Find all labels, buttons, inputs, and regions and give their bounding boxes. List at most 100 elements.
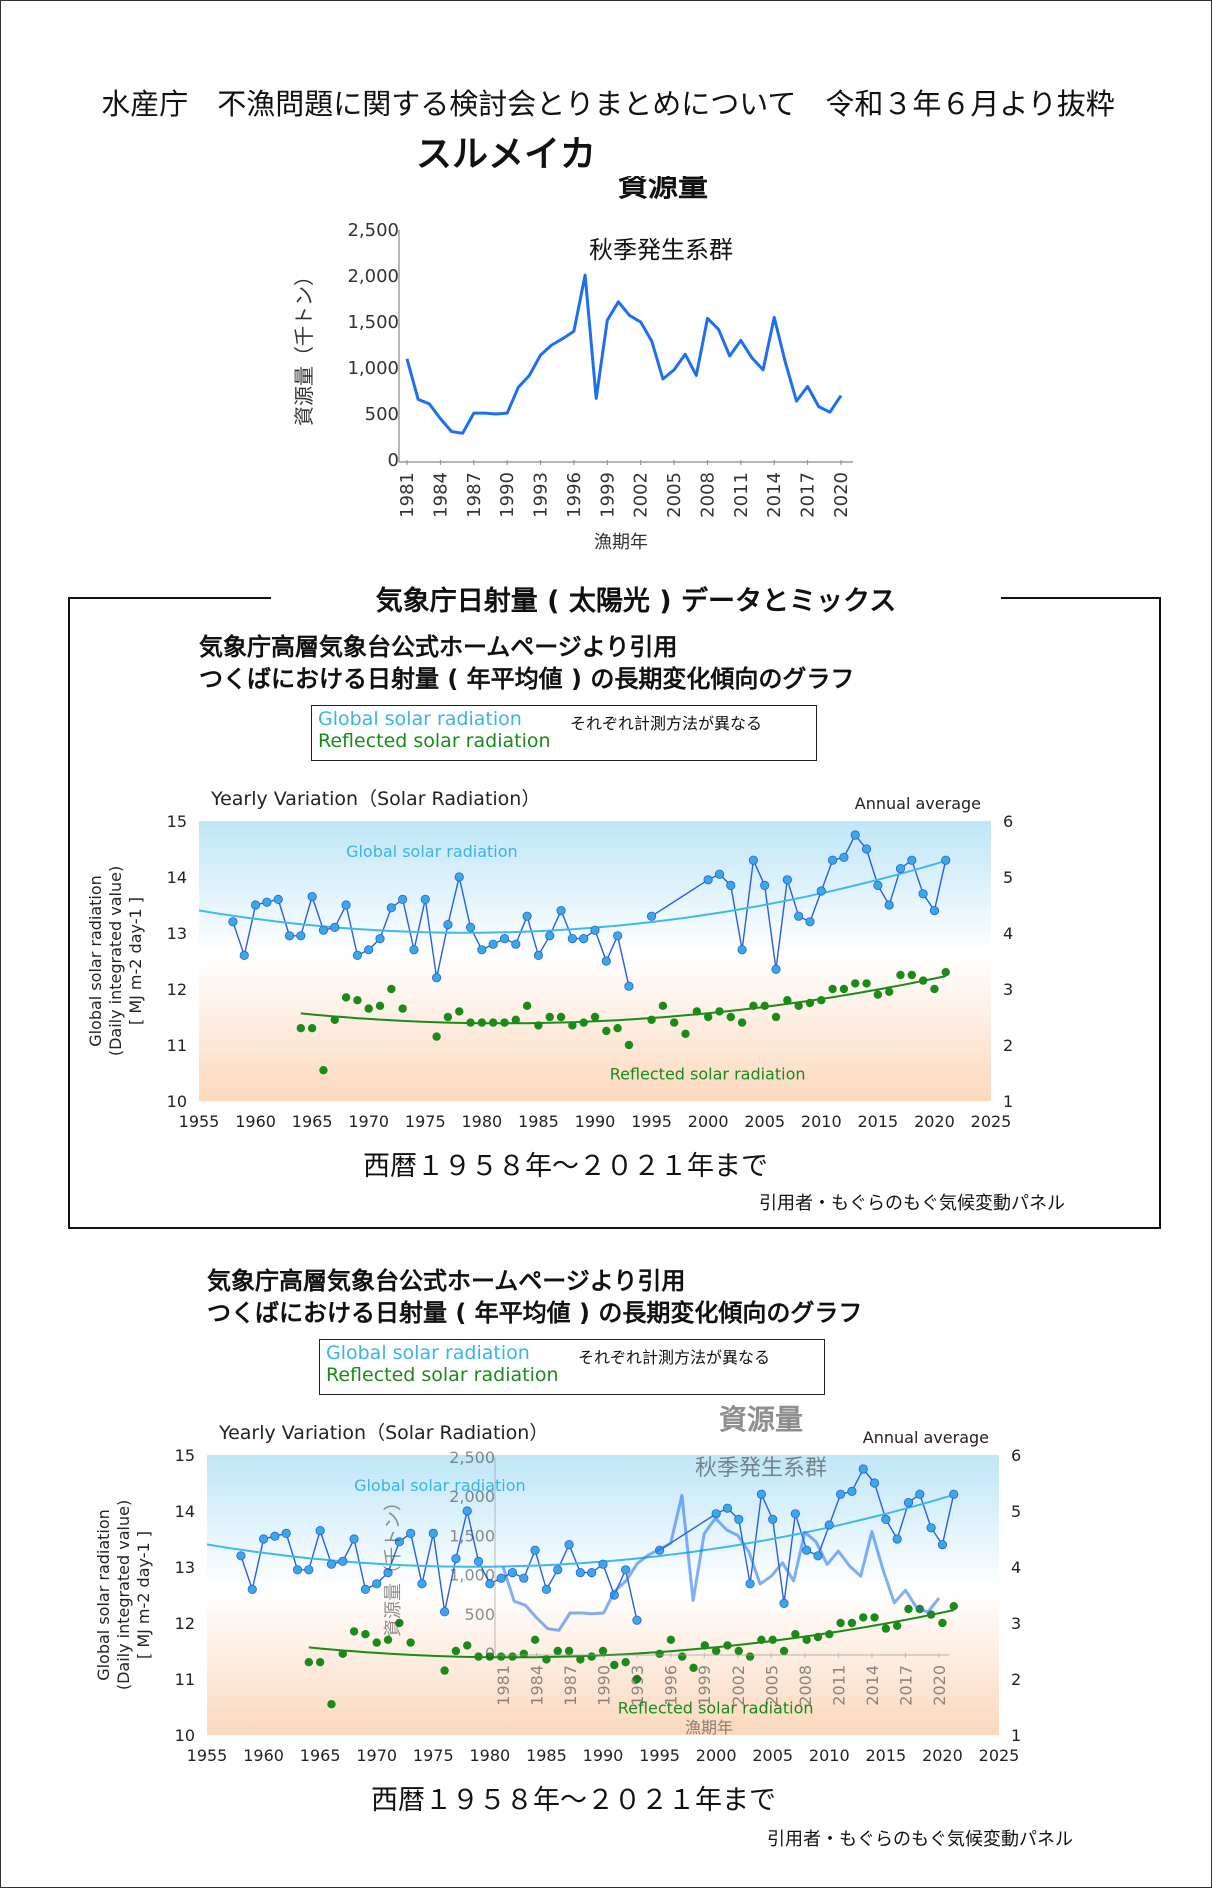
global-point [835,1489,846,1499]
y-tick-labels: 0 500 1,000 1,500 2,000 2,500 [347,220,399,471]
global-point [624,981,634,991]
global-point [903,1498,914,1508]
reflected-point [851,979,860,988]
global-point [473,1556,484,1566]
global-point [827,855,838,865]
x-tick-label: 2014 [863,1665,882,1706]
y-left-tick-label: 10 [175,1726,195,1745]
reflected-point [828,984,837,994]
x-tick-label: 2010 [801,1112,842,1131]
reflected-point [670,1018,679,1027]
reflected-point [364,1004,373,1013]
global-point [284,931,295,941]
x-tick-label: 2010 [809,1746,850,1765]
reflected-point [463,1641,472,1650]
global-point [394,1537,404,1547]
reflected-point [375,1001,385,1010]
y-right-tick-label: 3 [1003,980,1013,999]
y-right-tick-label: 3 [1011,1614,1021,1633]
global-point [239,950,249,960]
x-tick-label: 1996 [662,1665,681,1706]
reflected-point [315,1658,325,1667]
global-point [703,875,713,885]
global-point [745,1579,755,1589]
reflected-point [757,1635,766,1644]
global-point [330,922,340,932]
stock-chart-overlay: 資源量 秋季発生系群 0 500 1,000 1,500 2,000 2,500 1981… [383,1403,949,1737]
x-tick-label: 1955 [179,1112,220,1131]
global-point [530,1545,540,1555]
x-tick-label: 1980 [461,1112,502,1131]
x-tick-label: 1995 [639,1746,680,1765]
x-tick-label: 1990 [583,1746,624,1765]
global-point [824,1520,834,1530]
global-point [884,900,894,910]
legend-global-copy: Global solar radiation [326,1342,530,1364]
reflected-point [711,1646,721,1656]
reflected-point [406,1638,415,1647]
solar-radiation-chart-overlay: Yearly Variation（Solar Radiation） Annual … [94,1422,1021,1765]
reflected-point [768,1635,777,1644]
global-point [417,1579,427,1589]
y-tick-label: 1,500 [347,312,399,333]
reflected-point [862,979,871,988]
legend-note-copy: それぞれ計測方法が異なる [578,1348,771,1367]
global-point [326,1559,337,1569]
overlay-stock-line [501,1493,941,1632]
y-left-tick-label: 10 [167,1092,187,1111]
global-point [895,864,906,874]
global-point [443,920,453,930]
reflected-point [624,1040,634,1050]
global-point [372,1579,382,1589]
series-label-reflected: Reflected solar radiation [618,1699,814,1718]
plot-background [207,1455,999,1735]
global-point [722,1503,733,1513]
global-point [485,1579,495,1589]
series-label-reflected: Reflected solar radiation [610,1065,806,1084]
y-tick-label: 1,500 [449,1526,495,1545]
y-left-axis-label: [ MJ m-2 day-1 ] [134,1531,153,1659]
reflected-point [791,1630,800,1639]
reflected-point [553,1646,562,1656]
x-tick-label: 2020 [831,472,852,518]
global-point [292,1565,303,1575]
reflected-point [779,1646,789,1656]
global-point [734,1514,744,1525]
global-point [748,855,759,865]
x-tick-label: 2005 [664,472,685,518]
y-right-tick-label: 6 [1003,812,1013,831]
reflected-point [647,1015,656,1024]
reflected-point [440,1666,449,1675]
y-tick-label: 500 [464,1605,495,1624]
global-point [579,934,589,944]
global-point [779,1598,789,1608]
global-point [839,852,849,863]
credit-text-copy: 引用者・もぐらのもぐ気候変動パネル [767,1829,1073,1850]
global-point [431,973,442,983]
global-point [522,911,532,921]
y-right-tick-label: 6 [1011,1446,1021,1465]
overlay-stock-subtitle: 秋季発生系群 [695,1456,827,1481]
x-tick-label: 2002 [631,472,652,518]
x-tick-label: 1999 [695,1665,714,1706]
global-point [613,931,623,941]
range-text: 西暦１９５８年〜２０２１年まで [363,1151,768,1182]
global-point [406,1528,416,1539]
global-point [941,855,951,865]
reflected-point [564,1646,574,1656]
reflected-point [892,1621,902,1630]
global-point [632,1615,642,1625]
y-left-axis-label: Global solar radiation [94,1509,113,1681]
reflected-point [500,1018,509,1027]
reflected-point [576,1655,585,1664]
global-point [462,1506,472,1516]
reflected-point [545,1012,554,1022]
y-left-tick-label: 14 [167,868,187,887]
reflected-point [726,1012,735,1022]
global-point [499,934,510,944]
y-right-tick-label: 4 [1003,924,1013,943]
reflected-point [859,1613,868,1622]
global-point [915,1489,925,1499]
subtitle-1: 気象庁高層気象台公式ホームページより引用 [199,633,678,661]
series-label-global: Global solar radiation [346,842,518,861]
